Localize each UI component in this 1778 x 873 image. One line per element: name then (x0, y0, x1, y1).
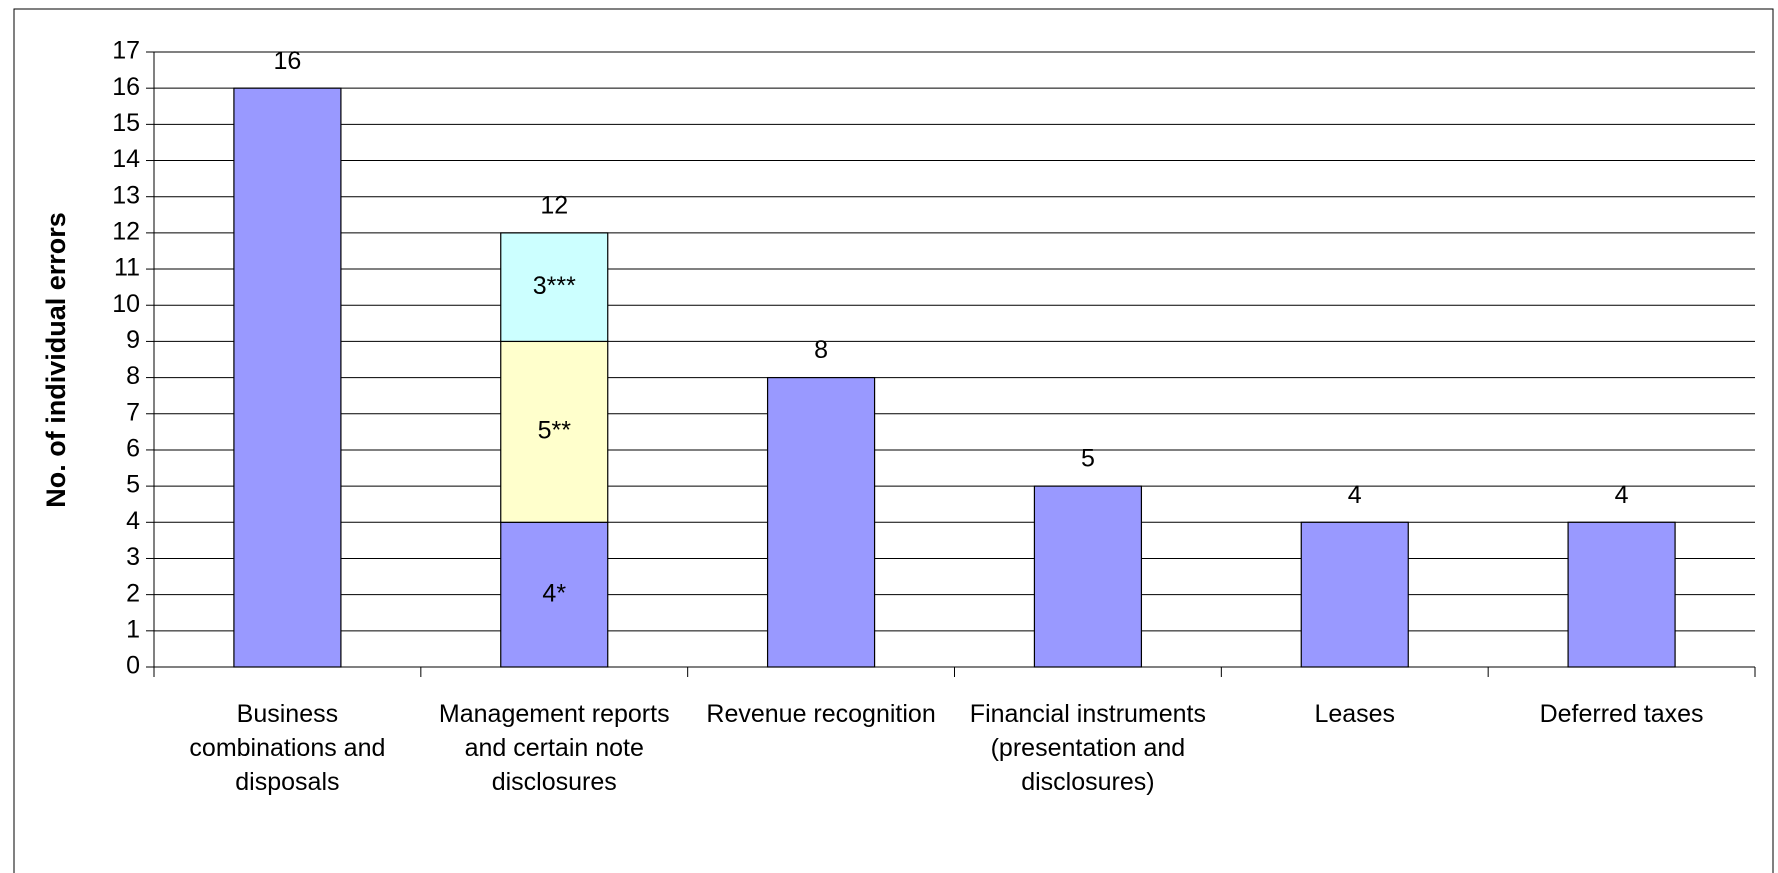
y-tick-label: 4 (126, 507, 140, 535)
y-tick-label: 16 (112, 73, 140, 101)
y-tick-label: 13 (112, 181, 140, 209)
bar-segment (500, 232, 609, 343)
y-tick-label: 0 (126, 652, 140, 680)
y-tick-label: 7 (126, 398, 140, 426)
segment-label: 3*** (533, 272, 576, 300)
y-tick-label: 10 (112, 290, 140, 318)
y-axis-title: No. of individual errors (41, 212, 71, 508)
x-tick-label: Management reports and certain note disc… (438, 700, 670, 796)
y-tick-label: 6 (126, 435, 140, 463)
y-tick-label: 2 (126, 579, 140, 607)
x-tick-label: Deferred taxes (1539, 700, 1704, 728)
bar-segment (233, 87, 342, 668)
total-label: 4 (1615, 481, 1629, 509)
y-tick-label: 9 (126, 326, 140, 354)
y-tick-label: 3 (126, 543, 140, 571)
x-tick-label: Revenue recognition (706, 700, 936, 728)
y-tick-label: 11 (114, 254, 140, 282)
y-tick-label: 17 (112, 37, 140, 65)
segment-label: 5** (538, 416, 572, 444)
bar-segment (500, 340, 609, 523)
total-label: 16 (274, 47, 302, 75)
chart-border (13, 8, 1774, 873)
x-tick-label: Leases (1314, 700, 1396, 728)
bar-segment (1567, 521, 1676, 668)
y-tick-label: 1 (126, 615, 140, 643)
total-label: 5 (1081, 445, 1095, 473)
bar-segment (500, 521, 609, 668)
y-tick-label: 8 (126, 362, 140, 390)
bar-segment (1033, 485, 1143, 668)
y-tick-label: 5 (126, 471, 140, 499)
bar-segment (1300, 521, 1409, 668)
total-label: 4 (1348, 481, 1362, 509)
total-label: 12 (540, 191, 568, 219)
bar-segment (766, 376, 876, 668)
x-tick-label: Business combinations and disposals (189, 700, 386, 796)
y-tick-label: 14 (112, 145, 140, 173)
x-tick-label: Financial instruments (presentation and … (969, 700, 1207, 796)
y-tick-label: 15 (112, 109, 140, 137)
segment-label: 4* (542, 579, 566, 607)
y-tick-label: 12 (112, 217, 140, 245)
total-label: 8 (814, 336, 828, 364)
